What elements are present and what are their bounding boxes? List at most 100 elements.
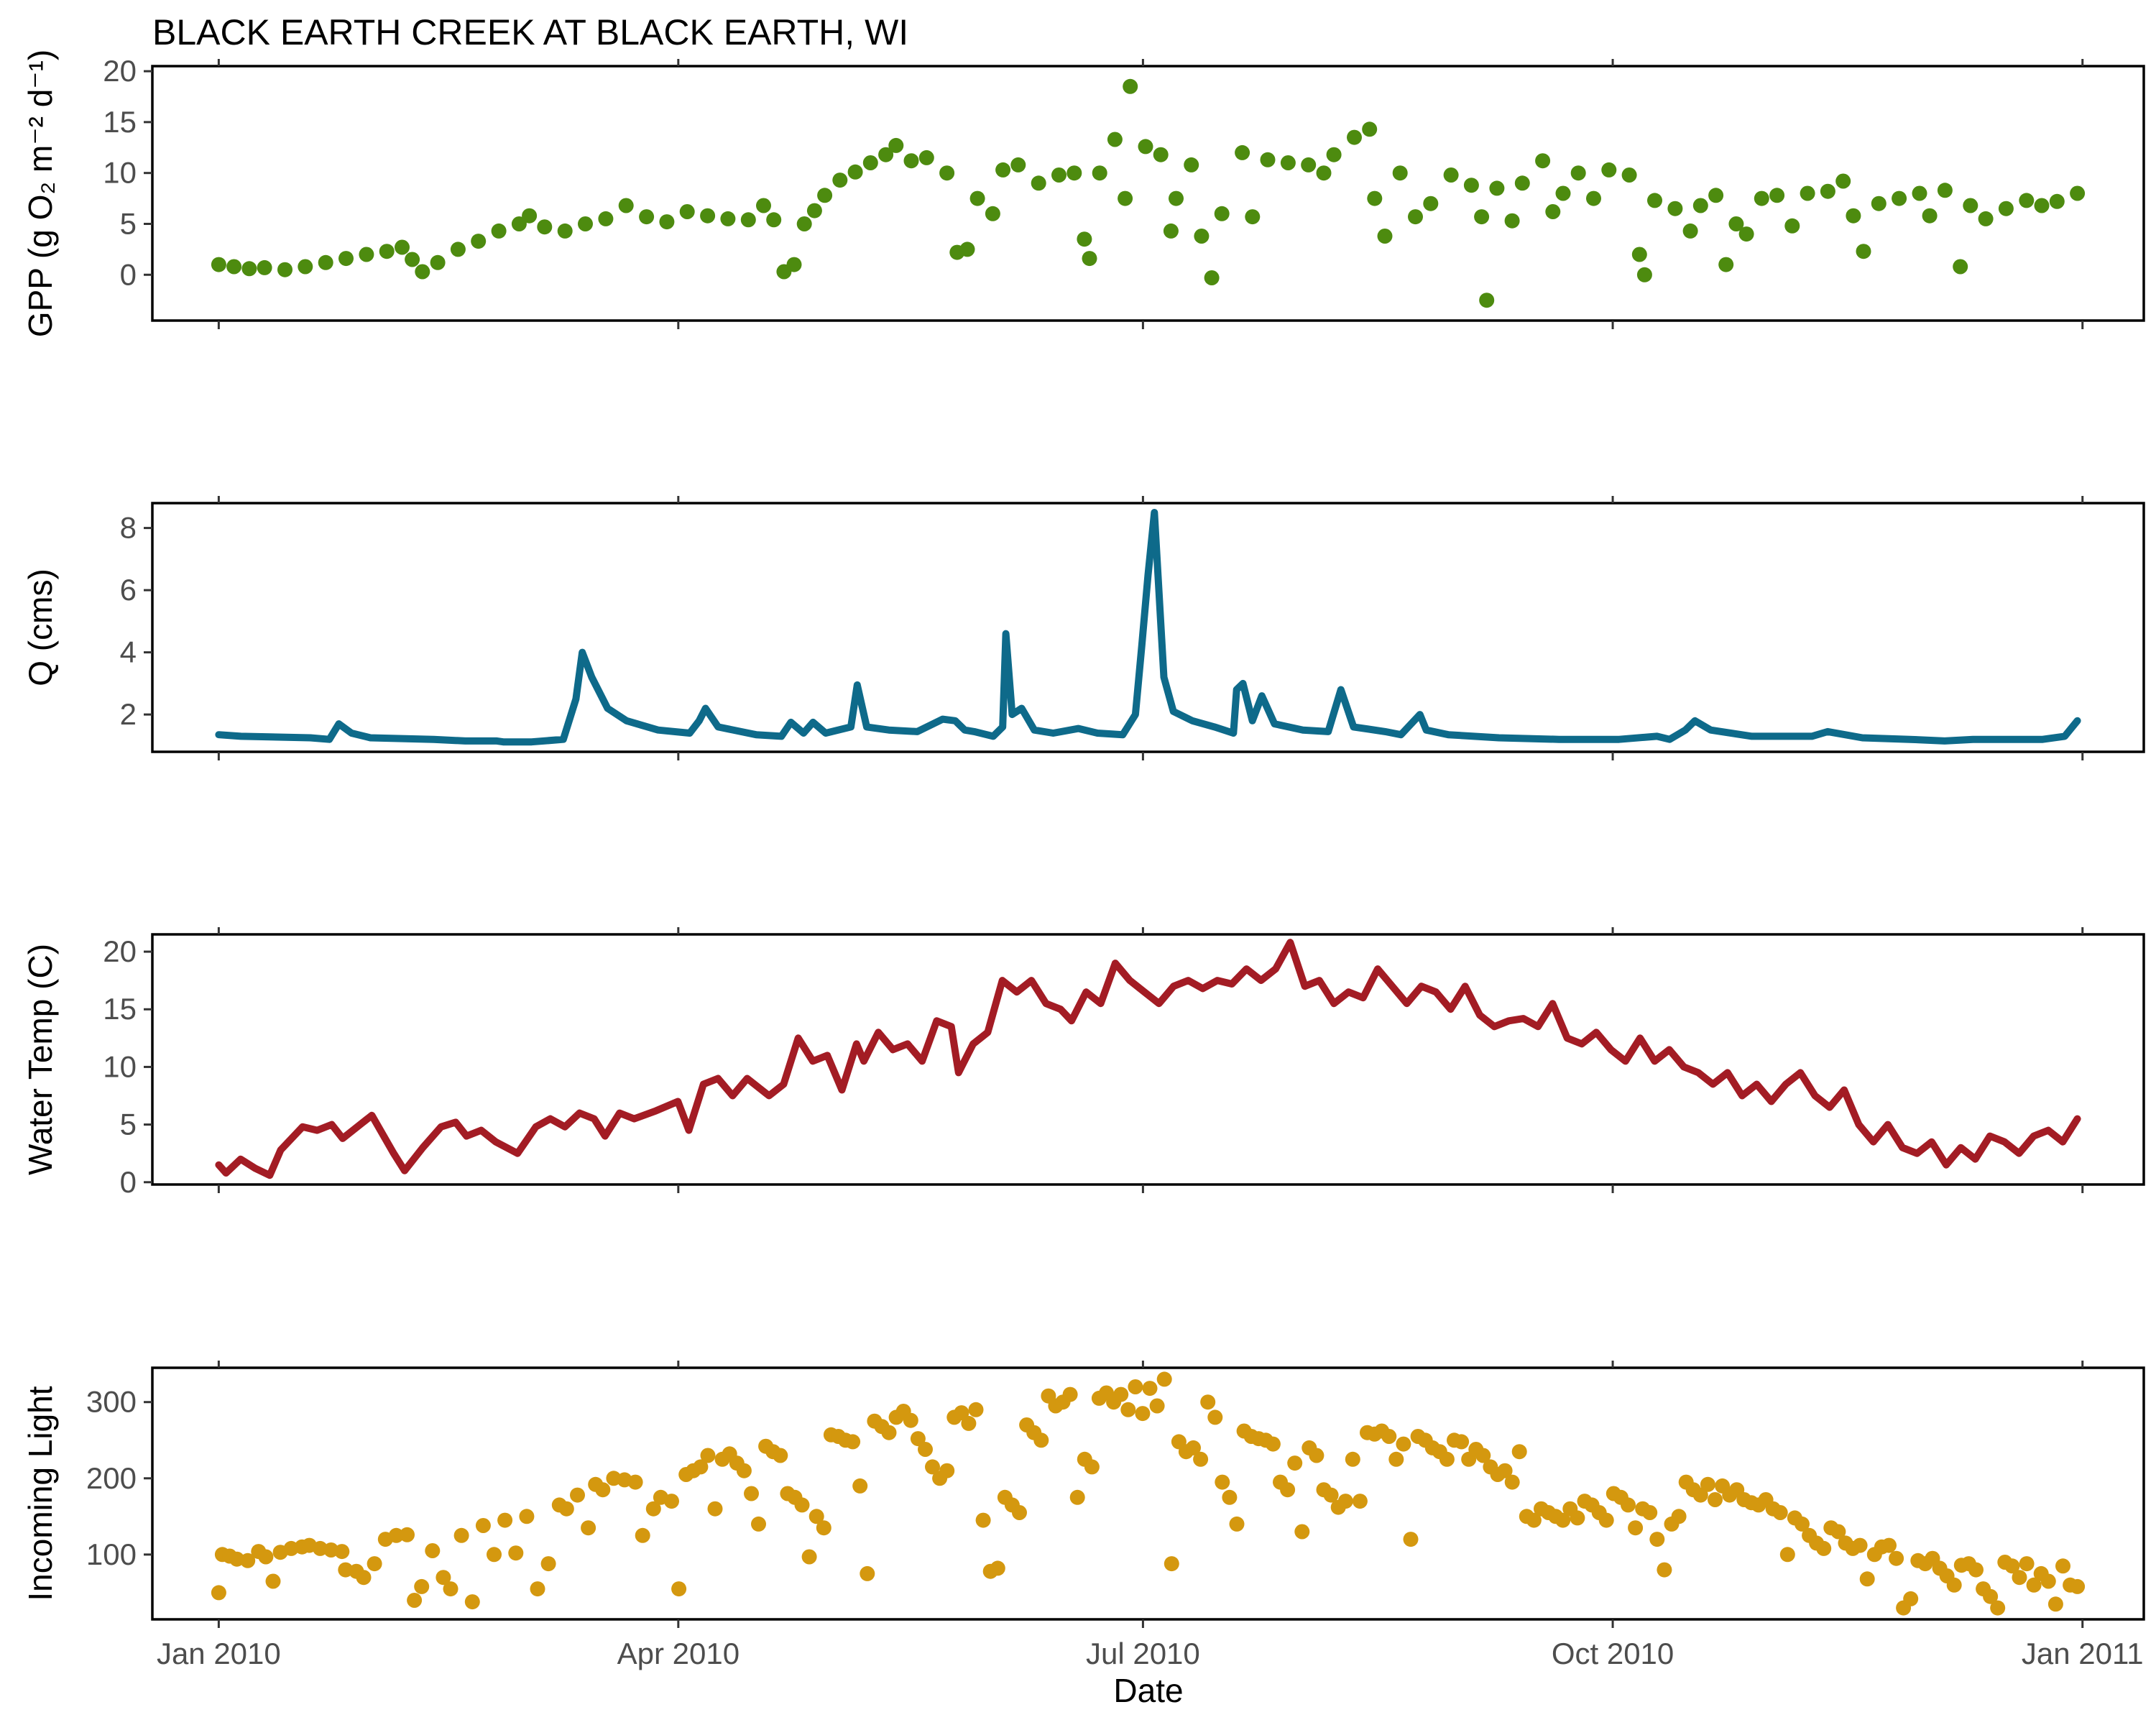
data-point-gpp [939,165,955,181]
data-point-gpp [1846,208,1861,224]
data-point-light [1128,1379,1143,1394]
data-point-light [1193,1451,1209,1467]
x-axis-title: Date [1113,1672,1183,1709]
data-point-light [1142,1381,1158,1397]
data-point-light [1504,1474,1520,1490]
data-point-light [664,1494,679,1509]
data-point-light [801,1549,817,1565]
y-tick-label: 10 [103,1049,137,1083]
series-line-temp [215,939,2081,1179]
data-point-gpp [959,242,975,257]
y-tick-label: 20 [103,934,137,968]
data-point-light [635,1527,650,1543]
data-point-light [1337,1494,1353,1509]
data-point-light [918,1442,933,1457]
data-point-gpp [1784,218,1800,234]
data-point-light [845,1434,861,1450]
data-point-light [1830,1524,1846,1540]
data-point-light [852,1478,868,1494]
data-point-gpp [277,262,292,277]
data-point-light [1084,1459,1100,1475]
data-point-gpp [1718,257,1734,272]
data-point-gpp [1118,190,1133,206]
data-point-gpp [618,198,634,213]
data-point-gpp [1316,165,1332,181]
data-point-light [1186,1440,1201,1455]
data-point-light [1990,1600,2006,1616]
data-point-light [1200,1394,1216,1410]
data-point-light [2026,1577,2042,1593]
data-point-light [736,1463,752,1478]
data-point-light [808,1509,824,1524]
data-point-light [1287,1455,1303,1471]
data-point-light [744,1486,759,1501]
y-tick-label: 300 [86,1385,137,1419]
data-point-light [558,1501,574,1517]
y-tick-label: 4 [120,635,137,669]
data-point-gpp [257,259,272,275]
data-point-light [2055,1558,2070,1574]
data-point-gpp [1570,165,1586,181]
data-point-light [1598,1512,1614,1528]
data-point-light [627,1474,643,1490]
data-point-gpp [1667,201,1683,216]
data-point-light [2040,1573,2056,1589]
data-point-light [519,1509,535,1524]
data-point-gpp [450,242,466,257]
data-point-gpp [1998,201,2014,216]
data-point-gpp [598,211,614,226]
data-point-light [414,1578,430,1594]
data-point-light [1164,1556,1179,1572]
series-line-q [215,509,2081,746]
data-point-light [1628,1520,1644,1536]
data-point-light [1062,1386,1078,1402]
panel-frame [151,502,2145,753]
data-point-light [570,1487,585,1503]
y-axis-title-light: Incoming Light [22,1386,59,1601]
data-point-light [881,1425,897,1440]
y-tick-label: 0 [120,257,137,291]
data-point-gpp [878,147,894,162]
data-point-gpp [1601,162,1617,178]
data-point-light [1215,1474,1230,1490]
data-point-light [464,1594,480,1610]
panel-gpp: 0 5 10 15 20 GPP (g O₂ m⁻² d⁻¹) [22,50,2145,337]
data-point-light [211,1585,226,1601]
data-point-gpp [1514,175,1530,191]
data-point-light [707,1501,723,1517]
y-tick-label: 200 [86,1461,137,1495]
data-point-light [645,1501,661,1517]
data-point-light [1280,1482,1296,1498]
y-tick-label: 100 [86,1537,137,1571]
data-point-light [1859,1571,1875,1587]
data-point-gpp [1051,167,1067,183]
data-point-gpp [1978,211,1994,226]
data-point-gpp [1123,78,1138,94]
y-axis-title-q: Q (cms) [22,569,59,686]
data-point-gpp [1912,185,1927,201]
data-point-light [1265,1436,1281,1452]
data-point-light [1555,1512,1571,1528]
data-point-light [1120,1402,1136,1417]
data-point-light [1113,1386,1129,1402]
data-point-light [1649,1532,1665,1547]
y-tick-label: 15 [103,105,137,139]
data-point-gpp [1392,165,1408,181]
data-point-gpp [659,214,675,230]
data-point-light [356,1570,372,1586]
data-point-gpp [491,223,507,239]
data-point-gpp [679,204,695,219]
data-point-light [1881,1537,1897,1553]
y-tick-label: 10 [103,156,137,190]
data-point-gpp [511,216,527,231]
y-tick-label: 20 [103,54,137,88]
data-point-gpp [1738,226,1754,242]
data-point-gpp [1682,223,1698,239]
data-point-light [400,1527,415,1542]
data-point-gpp [1280,155,1296,170]
data-point-gpp [1214,206,1230,221]
data-point-light [1642,1505,1658,1520]
data-point-light [910,1431,926,1447]
data-point-gpp [1754,190,1769,206]
